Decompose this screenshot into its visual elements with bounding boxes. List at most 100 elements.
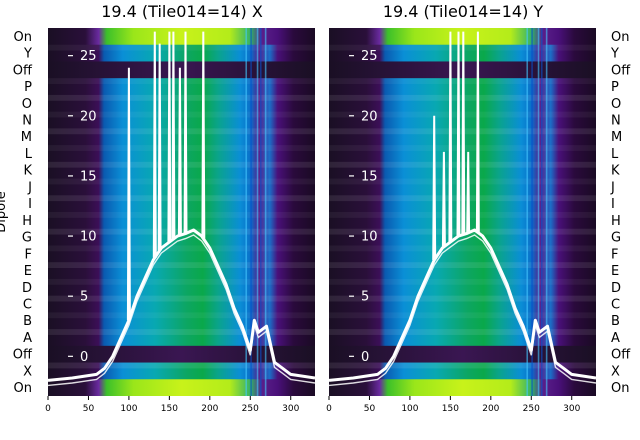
overlay-spike	[448, 31, 453, 243]
heatmap-row-shade	[329, 329, 596, 335]
heatmap-row	[48, 262, 315, 280]
heatmap-row	[48, 228, 315, 247]
row-label: Off	[13, 63, 33, 78]
overlay-tick-label: 15	[80, 169, 97, 184]
row-label: O	[611, 97, 621, 112]
row-label: B	[23, 314, 32, 329]
row-label: J	[610, 180, 615, 195]
row-label: H	[22, 214, 32, 229]
overlay-tick-label: 20	[361, 109, 378, 124]
heatmap-row-shade	[329, 278, 596, 285]
heatmap-row-shade	[48, 312, 315, 319]
heatmap-row	[48, 379, 315, 396]
x-tick-label: 150	[161, 404, 178, 414]
row-label: C	[23, 298, 32, 313]
row-label: P	[24, 80, 32, 95]
overlay-tick-label: 10	[361, 230, 378, 245]
x-tick-label: 200	[482, 404, 499, 414]
heatmap-row	[48, 245, 315, 263]
heatmap-row-shade	[329, 262, 596, 269]
row-label: O	[22, 97, 32, 112]
heatmap-streak	[264, 28, 267, 396]
row-label: I	[28, 197, 32, 212]
x-tick-label: 300	[563, 404, 580, 414]
row-label: G	[22, 231, 32, 246]
heatmap-row	[48, 61, 315, 79]
heatmap-row	[48, 278, 315, 297]
heatmap-row-shade	[48, 262, 315, 269]
heatmap-row-shade	[48, 145, 315, 151]
heatmap-row-shade	[48, 128, 315, 135]
row-label: C	[611, 298, 620, 313]
row-label: M	[611, 130, 622, 145]
heatmap-row-shade	[329, 362, 596, 369]
row-label: B	[611, 314, 620, 329]
heatmap-row-shade	[48, 245, 315, 252]
overlay-tick-label: 5	[361, 290, 369, 305]
row-label: F	[611, 247, 618, 262]
row-label: X	[23, 364, 32, 379]
heatmap-row	[48, 128, 315, 146]
x-tick-label: 0	[45, 404, 51, 414]
heatmap-row	[329, 379, 596, 396]
row-label: K	[23, 164, 32, 179]
heatmap-row-shade	[329, 295, 596, 302]
overlay-tick-label: 5	[80, 290, 88, 305]
row-label: H	[611, 214, 621, 229]
heatmap-row	[48, 94, 315, 113]
heatmap-row-shade	[48, 94, 315, 101]
panel-title: 19.4 (Tile014=14) Y	[383, 2, 544, 21]
overlay-curve	[329, 228, 596, 382]
overlay-spike	[171, 31, 176, 240]
overlay-tick-label: 10	[80, 230, 97, 245]
row-label: Off	[611, 348, 631, 363]
heatmap-row	[48, 295, 315, 313]
row-label: On	[14, 381, 32, 396]
row-label: A	[611, 331, 620, 346]
heatmap-streak	[540, 28, 543, 396]
x-tick-label: 150	[442, 404, 459, 414]
heatmap-row-shade	[48, 78, 315, 85]
overlay-curve	[48, 228, 315, 382]
row-label: P	[611, 80, 619, 95]
heatmap-row	[329, 245, 596, 263]
heatmap-row-shade	[329, 312, 596, 319]
x-tick-label: 200	[201, 404, 218, 414]
overlay-spike	[456, 31, 461, 237]
x-tick-label: 100	[120, 404, 137, 414]
row-label: G	[611, 231, 621, 246]
heatmap-streak	[250, 28, 252, 396]
row-label: L	[611, 147, 619, 162]
overlay-spike	[157, 43, 162, 251]
overlay-spike	[432, 115, 437, 261]
heatmap-streak	[537, 28, 540, 396]
overlay-tick-label: 0	[80, 350, 88, 365]
row-label: F	[25, 247, 32, 262]
heatmap-row	[329, 295, 596, 313]
heatmap-row	[329, 278, 596, 297]
heatmap-row	[48, 111, 315, 129]
overlay-tick-label: 20	[80, 109, 97, 124]
row-label: X	[611, 364, 620, 379]
heatmap-streak	[526, 28, 529, 396]
heatmap-streak	[259, 28, 262, 396]
heatmap-row	[329, 312, 596, 330]
overlay-tick-label: 25	[80, 49, 97, 64]
row-label: E	[611, 264, 619, 279]
row-label: On	[611, 381, 629, 396]
overlay-tick-label: 15	[361, 169, 378, 184]
heatmap-row	[48, 44, 315, 63]
overlay-spike	[475, 31, 480, 233]
overlay-tick-label: 0	[361, 350, 369, 365]
overlay-tick-label: 25	[361, 49, 378, 64]
heatmap-row-shade	[48, 278, 315, 285]
heatmap-row	[48, 362, 315, 380]
x-tick-label: 250	[242, 404, 259, 414]
x-tick-label: 300	[282, 404, 299, 414]
overlay-spike	[126, 67, 131, 321]
row-label: Off	[611, 63, 631, 78]
x-tick-label: 50	[364, 404, 376, 414]
dipole-axis-label: Dipole	[0, 191, 9, 232]
heatmap-row	[329, 362, 596, 380]
